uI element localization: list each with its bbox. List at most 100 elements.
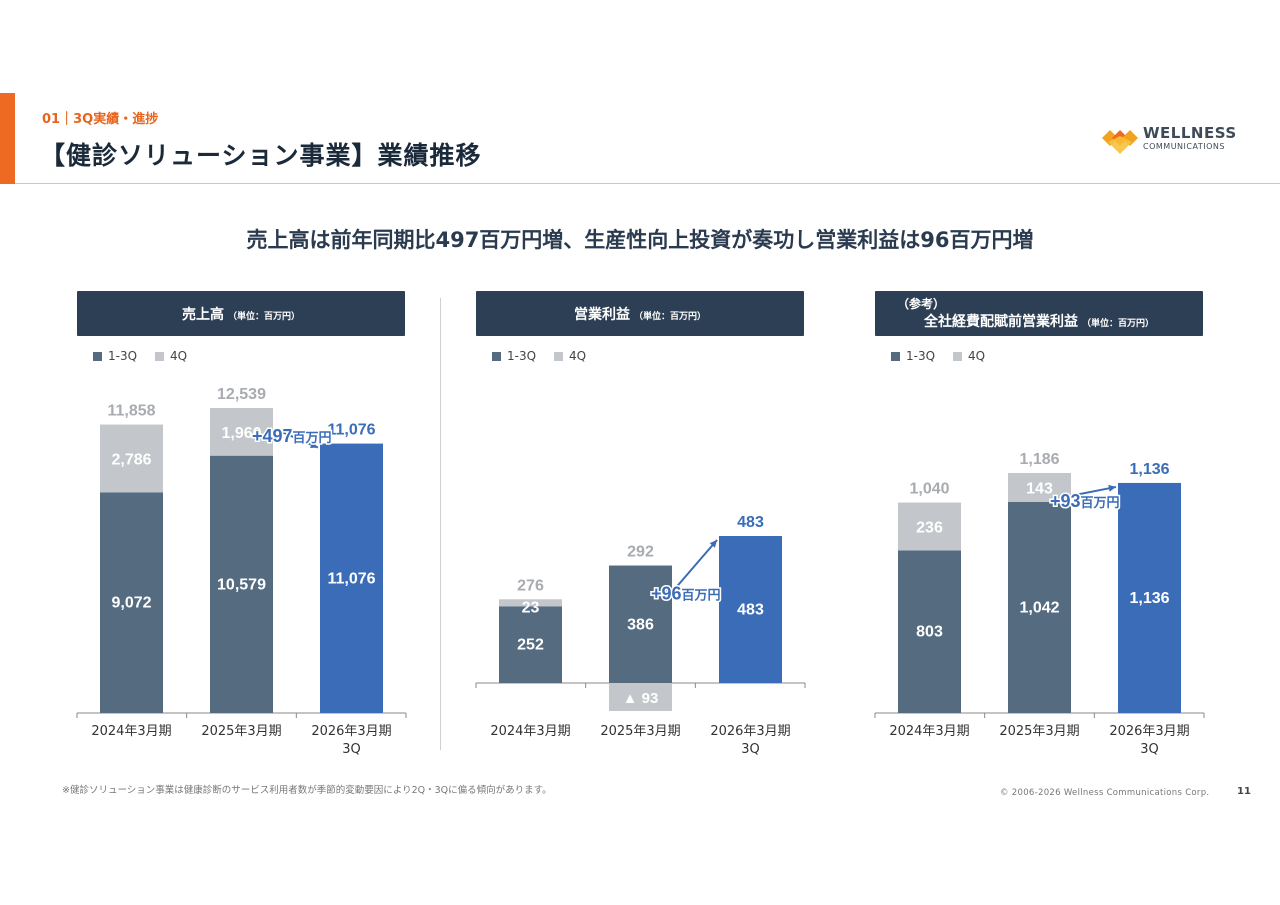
op-profit-chart: 252 23 276 2024年3月期 386 ▲ 93 292 2025年3月期 483 483…: [475, 514, 806, 757]
legend-swatch-q13: [891, 351, 900, 361]
bar-q4: [210, 408, 273, 456]
footnote: ※健診ソリューション事業は健康診断のサービス利用者数が季節的変動要因により2Q・…: [62, 785, 552, 796]
increase-arrow-head: [310, 441, 318, 448]
bar-label-q4: 23: [522, 599, 540, 616]
legend-swatch-q4: [554, 351, 564, 361]
bar-q13: [499, 606, 562, 683]
logo-wordmark: WELLNESS: [1143, 124, 1237, 142]
bar-total-label: 1,040: [909, 481, 949, 498]
legend-item-q13: 1-3Q: [891, 349, 935, 363]
panel-divider: [440, 298, 441, 750]
legend-label-q4: 4Q: [170, 349, 188, 363]
pre-alloc-title: 全社経費配賦前営業利益: [923, 313, 1078, 330]
bar-label-q13: 10,579: [217, 576, 266, 593]
bar-label-q4: 236: [916, 519, 943, 536]
header-divider: [15, 183, 1280, 184]
bar-label-q13: 1,136: [1129, 590, 1169, 607]
bar-q13: [898, 550, 961, 713]
legend-label-q13: 1-3Q: [906, 349, 936, 363]
logo-subtitle: COMMUNICATIONS: [1143, 142, 1225, 151]
legend-item-q13: 1-3Q: [492, 349, 536, 363]
page-title: 【健診ソリューション事業】業績推移: [40, 141, 482, 170]
pre-alloc-profit-chart: 803 236 1,040 2024年3月期 1,042 143 1,186 2025年3月期…: [874, 451, 1205, 757]
increase-annotation-unit: 百万円: [293, 430, 332, 445]
legend-swatch-q4: [155, 351, 165, 361]
x-tick-label: 2025年3月期: [600, 724, 680, 739]
bar-q13: [609, 565, 672, 683]
increase-annotation: +96百万円: [651, 584, 721, 604]
sales-chart: 9,072 2,786 11,858 2024年3月期 10,579 1,960 12,53…: [76, 386, 407, 757]
bar-label-q13: 11,076: [327, 570, 375, 587]
pre-alloc-legend: 1-3Q 4Q: [891, 349, 1003, 363]
bar-total-label: 12,539: [217, 386, 266, 403]
increase-arrow-line: [675, 539, 718, 589]
bar-total-label: 11,076: [327, 422, 375, 439]
bar-q4: [100, 424, 163, 493]
section-label: 01｜3Q実績・進捗: [42, 112, 159, 127]
sales-legend: 1-3Q 4Q: [93, 349, 205, 363]
bar-q13: [320, 443, 383, 713]
legend-item-q4: 4Q: [953, 349, 985, 363]
x-tick-label: 2026年3月期: [710, 724, 790, 739]
op-profit-unit: （単位：百万円）: [633, 311, 706, 322]
x-tick-label: 2026年3月期: [1109, 724, 1189, 739]
pre-alloc-unit: （単位：百万円）: [1081, 318, 1154, 329]
op-profit-legend: 1-3Q 4Q: [492, 349, 604, 363]
x-tick-label: 2024年3月期: [91, 724, 171, 739]
bar-q4: [499, 599, 562, 607]
x-tick-label: 2025年3月期: [999, 724, 1079, 739]
x-tick-label: 3Q: [1140, 742, 1159, 757]
increase-arrow-head: [709, 540, 717, 548]
op-profit-panel-header: 営業利益 （単位：百万円）: [476, 291, 804, 336]
increase-annotation-value: +93: [1050, 491, 1081, 511]
pre-alloc-panel-header: （参考） 全社経費配賦前営業利益 （単位：百万円）: [875, 291, 1203, 336]
bar-label-q13: 9,072: [111, 595, 151, 612]
x-tick-label: 2024年3月期: [490, 724, 570, 739]
increase-annotation-value: +497: [252, 426, 293, 446]
bar-label-q13: 803: [916, 624, 943, 641]
bar-total-label: 483: [737, 514, 764, 531]
increase-annotation: +93百万円: [1050, 491, 1120, 511]
bar-total-label: 1,136: [1129, 461, 1169, 478]
bar-q13: [1008, 501, 1071, 713]
bar-q13: [719, 536, 782, 683]
bar-label-q4: ▲ 93: [623, 690, 659, 707]
logo-mark-icon: [1102, 130, 1138, 154]
increase-annotation-value: +96: [651, 584, 682, 604]
legend-label-q4: 4Q: [569, 349, 587, 363]
increase-annotation: +497百万円: [252, 426, 332, 446]
bar-q4: [1008, 473, 1071, 502]
bar-q4-negative: [609, 683, 672, 711]
increase-arrow-line: [276, 429, 319, 449]
sales-title: 売上高: [181, 306, 224, 323]
legend-item-q13: 1-3Q: [93, 349, 137, 363]
sales-unit: （単位：百万円）: [227, 311, 300, 322]
x-tick-label: 3Q: [342, 742, 361, 757]
pre-alloc-title-prefix: （参考）: [897, 296, 946, 311]
headline: 売上高は前年同期比497百万円増、生産性向上投資が奏功し営業利益は96百万円増: [246, 228, 1034, 252]
bar-q13: [100, 492, 163, 713]
sales-panel-header: 売上高 （単位：百万円）: [77, 291, 405, 336]
bar-total-label: 276: [517, 577, 544, 594]
bar-label-q13: 1,042: [1019, 599, 1059, 616]
legend-label-q13: 1-3Q: [108, 349, 138, 363]
bar-label-q4: 143: [1026, 480, 1053, 497]
bar-q13: [210, 455, 273, 713]
bar-label-q13: 386: [627, 616, 654, 633]
bar-label-q13: 252: [517, 636, 544, 653]
copyright: © 2006-2026 Wellness Communications Corp…: [1000, 788, 1210, 798]
x-tick-label: 2025年3月期: [201, 724, 281, 739]
x-tick-label: 3Q: [741, 742, 760, 757]
legend-label-q13: 1-3Q: [507, 349, 537, 363]
increase-arrow-head: [1108, 484, 1116, 492]
legend-item-q4: 4Q: [554, 349, 586, 363]
page-number: 11: [1237, 786, 1251, 797]
bar-total-label: 1,186: [1019, 451, 1059, 468]
legend-swatch-q13: [93, 351, 102, 361]
bar-label-q4: 1,960: [221, 425, 261, 442]
accent-bar: [0, 93, 15, 184]
legend-label-q4: 4Q: [968, 349, 986, 363]
op-profit-title: 営業利益: [573, 306, 630, 323]
increase-annotation-unit: 百万円: [1081, 495, 1120, 510]
legend-swatch-q4: [953, 351, 963, 361]
